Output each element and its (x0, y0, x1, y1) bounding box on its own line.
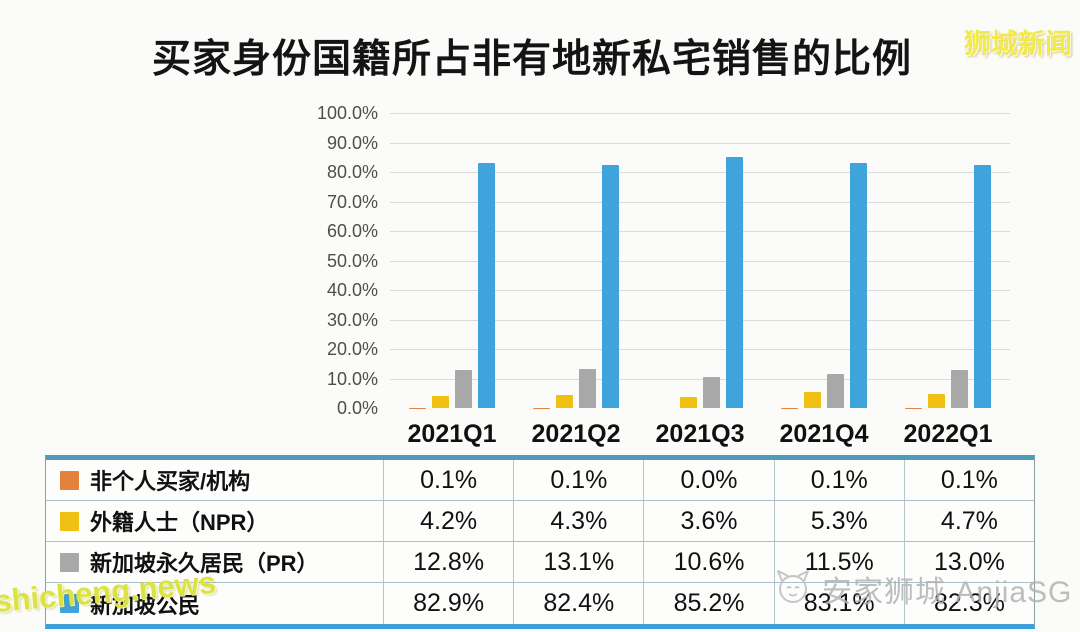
legend-swatch-icon (60, 470, 79, 490)
legend-swatch-icon (60, 594, 79, 613)
value-cell: 13.0% (933, 547, 1005, 576)
value-cell: 0.1% (775, 460, 905, 500)
value-cell: 83.1% (775, 583, 905, 624)
y-axis-tick-label: 70.0% (326, 191, 378, 212)
value-cell: 85.2% (644, 583, 775, 624)
x-axis-label: 2022Q1 (903, 420, 993, 448)
value-cell: 4.3% (514, 501, 645, 541)
bar-group-2021Q4 (762, 113, 886, 408)
legend-data-table: 非个人买家/机构 0.1% 0.1% 0.0% 0.1% 0.1% 外籍人士（NPR） 4.2… (45, 455, 1035, 629)
value-cell: 4.7% (940, 506, 998, 535)
value-cell: 4.2% (384, 501, 515, 541)
bar-group-2021Q2 (514, 113, 638, 408)
gridline (390, 231, 1010, 232)
bar-外籍人士（NPR） (680, 397, 697, 408)
value-cell: 13.1% (514, 542, 645, 582)
bar-新加坡公民 (602, 164, 619, 408)
value-cell: 10.6% (644, 542, 775, 582)
value-cell: 3.6% (644, 501, 775, 541)
value-cell: 5.3% (775, 501, 905, 541)
gridline (390, 172, 1010, 173)
value-cell: 0.1% (940, 465, 998, 494)
y-axis-tick-label: 80.0% (326, 162, 378, 182)
bar-新加坡公民 (726, 156, 743, 408)
table-row: 非个人买家/机构 0.1% 0.1% 0.0% 0.1% 0.1% (46, 460, 1034, 501)
watermark-anjiasg-text: 安家狮城 AnjiaSG (822, 575, 1073, 609)
value-cell: 11.5% (775, 542, 905, 582)
bar-外籍人士（NPR） (928, 394, 945, 408)
table-row: 新加坡永久居民（PR） 12.8% 13.1% 10.6% 11.5% 13.0% (46, 542, 1034, 583)
row-label-text: 新加坡永久居民（PR） (90, 551, 319, 576)
value-cell: 82.4% (514, 583, 645, 624)
x-axis-label: 2021Q1 (407, 420, 497, 448)
bar-新加坡永久居民（PR） (455, 370, 472, 408)
anjiasg-lion-logo-icon (770, 563, 816, 614)
legend-swatch-icon (60, 511, 79, 531)
page-title: 买家身份国籍所占非有地新私宅销售的比例 (152, 38, 913, 81)
value-cell: 82.3% (933, 589, 1005, 617)
row-label-text: 非个人买家/机构 (90, 469, 251, 494)
value-cell: 12.8% (384, 542, 515, 582)
bar-新加坡永久居民（PR） (703, 376, 720, 408)
bar-新加坡公民 (478, 163, 495, 408)
bar-新加坡永久居民（PR） (827, 374, 844, 408)
bar-新加坡永久居民（PR） (951, 369, 968, 408)
y-axis-tick-label: 20.0% (326, 339, 378, 359)
bar-外籍人士（NPR） (556, 395, 573, 408)
x-axis-label: 2021Q4 (779, 420, 869, 448)
row-label: 非个人买家/机构 (46, 460, 384, 500)
watermark-shicheng-news-logo-text: 狮城新闻 (964, 29, 1072, 59)
table-row: 外籍人士（NPR） 4.2% 4.3% 3.6% 5.3% 4.7% (46, 501, 1034, 542)
x-axis-label: 2021Q2 (531, 420, 621, 448)
value-cell: 82.9% (384, 583, 515, 624)
bar-新加坡公民 (850, 162, 867, 408)
x-axis-label: 2021Q3 (655, 420, 745, 448)
gridline (390, 260, 1010, 262)
gridline (390, 378, 1010, 380)
value-cell: 0.0% (644, 460, 775, 500)
row-label: 外籍人士（NPR） (46, 501, 384, 541)
value-cell: 0.1% (384, 460, 515, 500)
legend-swatch-icon (60, 552, 79, 572)
row-label: 新加坡永久居民（PR） (46, 542, 384, 582)
y-axis-tick-label: 40.0% (326, 280, 378, 300)
y-axis-tick-label: 100.0% (316, 103, 378, 123)
watermark-anjiasg: 安家狮城 AnjiaSG (770, 563, 1072, 614)
table-row: 新加坡公民 82.9% 82.4% 85.2% 83.1% 82.3% (46, 583, 1034, 624)
bar-group-2021Q3 (638, 113, 762, 408)
y-axis-tick-label: 30.0% (326, 309, 378, 330)
row-label-text: 外籍人士（NPR） (90, 510, 269, 535)
y-axis-tick-label: 10.0% (326, 368, 378, 389)
gridline (390, 201, 1010, 203)
row-label-text: 新加坡公民 (90, 592, 201, 618)
bar-外籍人士（NPR） (804, 392, 821, 408)
row-label: 新加坡公民 (46, 583, 384, 624)
bar-新加坡公民 (974, 165, 991, 408)
gridline (390, 349, 1010, 350)
bar-group-2022Q1 (886, 113, 1010, 408)
gridline (390, 319, 1010, 321)
gridline (390, 113, 1010, 114)
gridline (390, 142, 1010, 144)
value-cell: 0.1% (514, 460, 645, 500)
y-axis-tick-label: 90.0% (326, 132, 378, 153)
bar-新加坡永久居民（PR） (579, 369, 596, 408)
y-axis-tick-label: 0.0% (336, 398, 378, 418)
y-axis-tick-label: 50.0% (326, 250, 378, 271)
bar-group-2021Q1 (390, 113, 514, 408)
gridline (390, 290, 1010, 291)
y-axis-tick-label: 60.0% (326, 221, 378, 241)
bar-外籍人士（NPR） (432, 395, 449, 408)
